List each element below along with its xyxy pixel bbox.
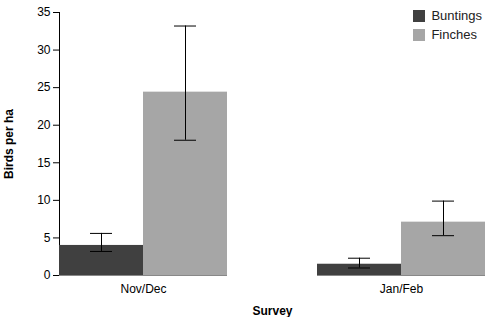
svg-text:20: 20 xyxy=(37,118,51,132)
svg-text:Survey: Survey xyxy=(252,304,292,317)
svg-text:0: 0 xyxy=(44,268,51,282)
svg-text:10: 10 xyxy=(37,193,51,207)
html-text:Finches: Finches xyxy=(431,27,477,42)
svg-text:30: 30 xyxy=(37,43,51,57)
svg-text:Jan/Feb: Jan/Feb xyxy=(380,282,424,296)
svg-text:35: 35 xyxy=(37,5,51,19)
html-text:Buntings: Buntings xyxy=(431,8,482,23)
svg-text:Nov/Dec: Nov/Dec xyxy=(120,282,166,296)
svg-text:5: 5 xyxy=(44,231,51,245)
svg-text:Birds per ha: Birds per ha xyxy=(2,109,16,179)
svg-text:15: 15 xyxy=(37,156,51,170)
svg-text:25: 25 xyxy=(37,80,51,94)
